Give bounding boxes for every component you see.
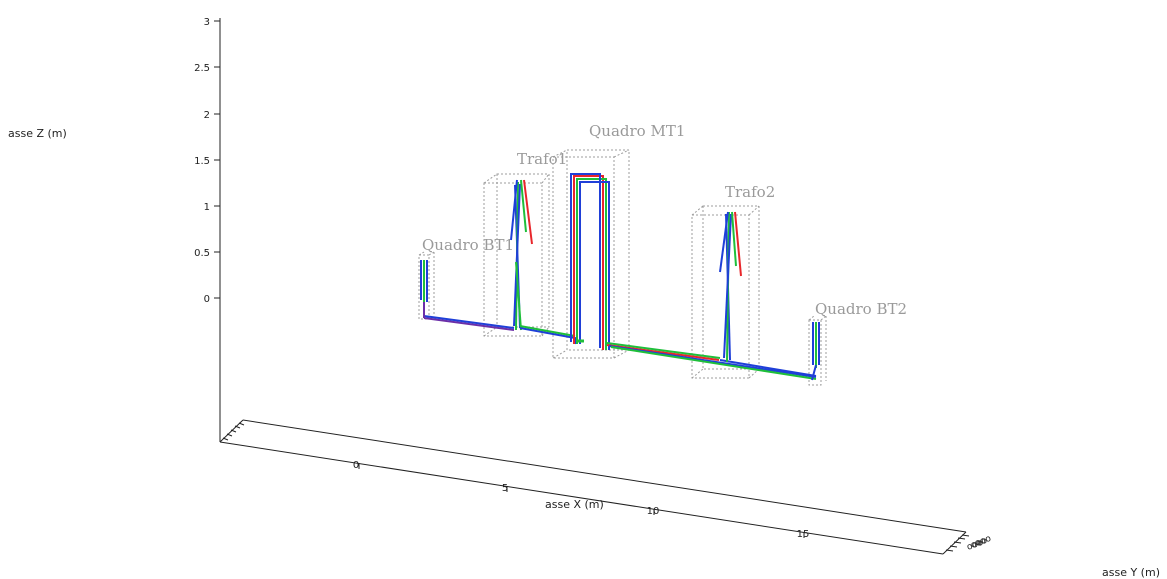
x-axis-title: asse X (m) [545,498,604,511]
floor-box: 0 5 10 15 ooo ooo ooo [219,419,993,555]
equipment-label-trafo2: Trafo2 [725,183,775,201]
equipment-label-quadro-mt1: Quadro MT1 [589,122,685,140]
box-trafo1 [483,173,550,337]
x-tick-label: 10 [647,506,660,517]
x-tick-label: 15 [797,529,810,540]
cable-routes [420,173,820,381]
z-axis: 3 2.5 2 1.5 1 0.5 0 [194,17,221,442]
x-tick-label: 0 [353,460,359,471]
equipment-label-quadro-bt2: Quadro BT2 [815,300,907,318]
equipment-label-trafo1: Trafo1 [517,150,567,168]
z-tick-label: 1.5 [194,156,210,167]
box-quadro-bt1 [418,251,435,320]
box-trafo2 [691,205,760,379]
y-tick-cluster: ooo ooo ooo [966,534,993,553]
z-tick-label: 2 [204,110,210,121]
z-tick-label: 3 [204,17,210,28]
y-axis-title: asse Y (m) [1102,566,1160,579]
z-tick-label: 0 [204,294,210,305]
z-tick-label: 0.5 [194,248,210,259]
box-quadro-mt1 [552,149,630,359]
equipment-label-quadro-bt1: Quadro BT1 [422,236,514,254]
z-tick-label: 1 [204,202,210,213]
z-axis-title: asse Z (m) [8,127,67,140]
z-tick-label: 2.5 [194,63,210,74]
x-tick-label: 5 [502,483,508,494]
cable-bt1-trafo1 [423,317,515,331]
box-quadro-bt2 [808,315,827,386]
